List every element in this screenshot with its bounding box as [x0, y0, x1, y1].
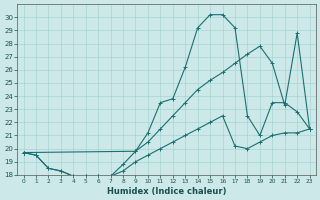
X-axis label: Humidex (Indice chaleur): Humidex (Indice chaleur) [107, 187, 226, 196]
